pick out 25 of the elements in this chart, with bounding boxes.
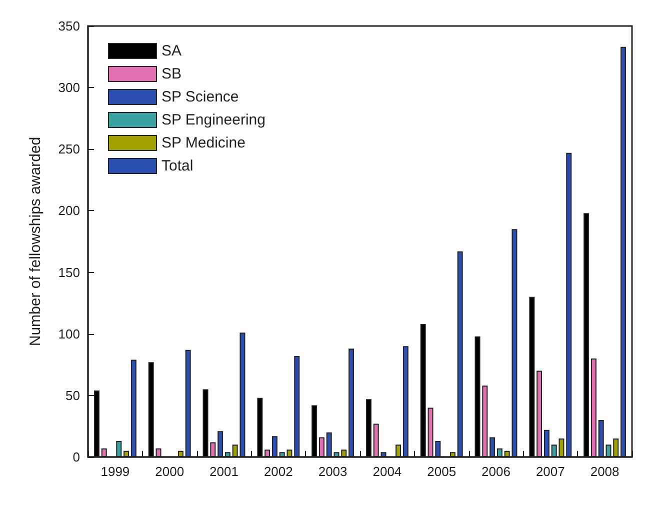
x-tick-label: 2007 — [536, 464, 565, 479]
x-tick-label: 2008 — [590, 464, 620, 479]
y-tick-label: 250 — [58, 142, 80, 157]
x-tick-label: 2005 — [427, 464, 456, 479]
legend-label: Total — [162, 158, 194, 174]
y-tick-label: 100 — [58, 326, 80, 342]
x-tick-label: 2006 — [482, 464, 510, 479]
legend-label: SP Medicine — [162, 134, 246, 152]
y-tick-label: 300 — [58, 80, 80, 96]
y-tick-label: 350 — [58, 18, 80, 34]
legend-label: SP Science — [162, 88, 239, 106]
x-tick-label: 2004 — [372, 464, 402, 479]
y-tick-label: 50 — [66, 388, 80, 403]
x-tick-label: 1999 — [100, 464, 130, 479]
legend-label: SP Engineering — [162, 112, 266, 128]
x-tick-label: 2001 — [210, 464, 238, 479]
legend-label: SA — [162, 42, 182, 60]
y-tick-label: 200 — [58, 203, 80, 218]
x-tick-label: 2002 — [264, 464, 293, 479]
y-tick-label: 150 — [58, 264, 80, 280]
y-tick-label: 0 — [72, 450, 80, 464]
y-axis-title: Number of fellowships awarded — [27, 136, 44, 346]
x-tick-label: 2003 — [318, 464, 348, 479]
legend-label: SB — [162, 66, 182, 82]
x-tick-label: 2000 — [155, 464, 184, 479]
